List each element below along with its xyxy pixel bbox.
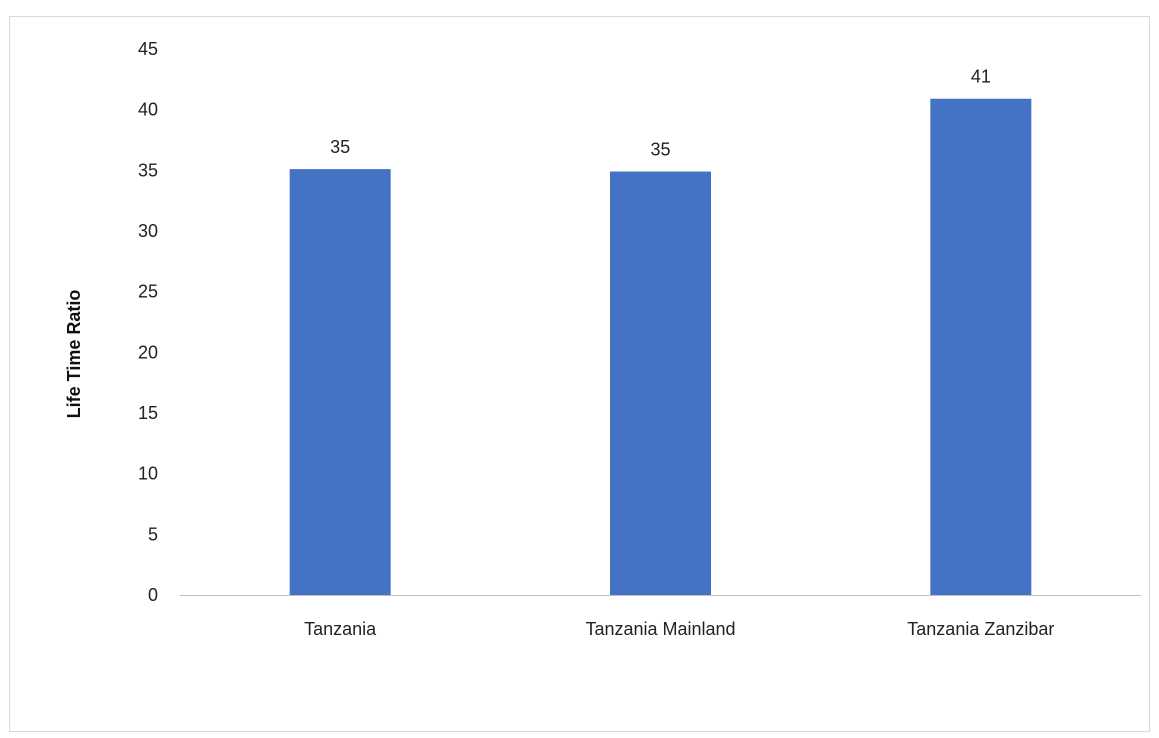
y-tick-label: 5 — [148, 524, 158, 544]
y-tick-label: 25 — [138, 282, 158, 302]
y-tick-label: 20 — [138, 342, 158, 362]
y-tick-label: 10 — [138, 464, 158, 484]
y-axis-title: Life Time Ratio — [64, 290, 84, 419]
y-tick-label: 45 — [138, 39, 158, 59]
x-category-label: Tanzania — [304, 619, 377, 639]
y-tick-label: 35 — [138, 160, 158, 180]
bar-data-label: 41 — [971, 67, 991, 87]
y-tick-label: 30 — [138, 221, 158, 241]
y-tick-label: 0 — [148, 585, 158, 605]
bar-data-label: 35 — [330, 137, 350, 157]
bar-data-label: 35 — [650, 140, 670, 160]
bars — [289, 98, 1032, 595]
y-tick-label: 15 — [138, 403, 158, 423]
data-labels: 35 35 41 — [330, 67, 991, 160]
y-axis-ticks: 0 5 10 15 20 25 30 35 40 45 — [138, 39, 158, 605]
bar — [930, 98, 1032, 595]
category-labels: Tanzania Tanzania Mainland Tanzania Zanzib… — [304, 619, 1054, 639]
y-tick-label: 40 — [138, 100, 158, 120]
bar — [610, 171, 711, 595]
x-category-label: Tanzania Zanzibar — [907, 619, 1054, 639]
bar — [289, 169, 391, 595]
x-category-label: Tanzania Mainland — [585, 619, 735, 639]
